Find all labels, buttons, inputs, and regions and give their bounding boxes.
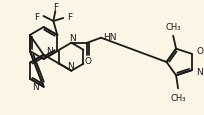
Text: N: N	[32, 82, 39, 91]
Text: F: F	[34, 12, 39, 21]
Text: F: F	[53, 3, 58, 12]
Text: CH₃: CH₃	[165, 23, 180, 31]
Text: N: N	[196, 67, 202, 76]
Text: HN: HN	[103, 33, 116, 42]
Text: O: O	[84, 57, 91, 66]
Text: N: N	[67, 61, 73, 70]
Text: CH₃: CH₃	[170, 93, 185, 102]
Text: N: N	[45, 47, 52, 56]
Text: F: F	[67, 13, 72, 22]
Text: N: N	[69, 33, 75, 42]
Text: O: O	[196, 47, 203, 56]
